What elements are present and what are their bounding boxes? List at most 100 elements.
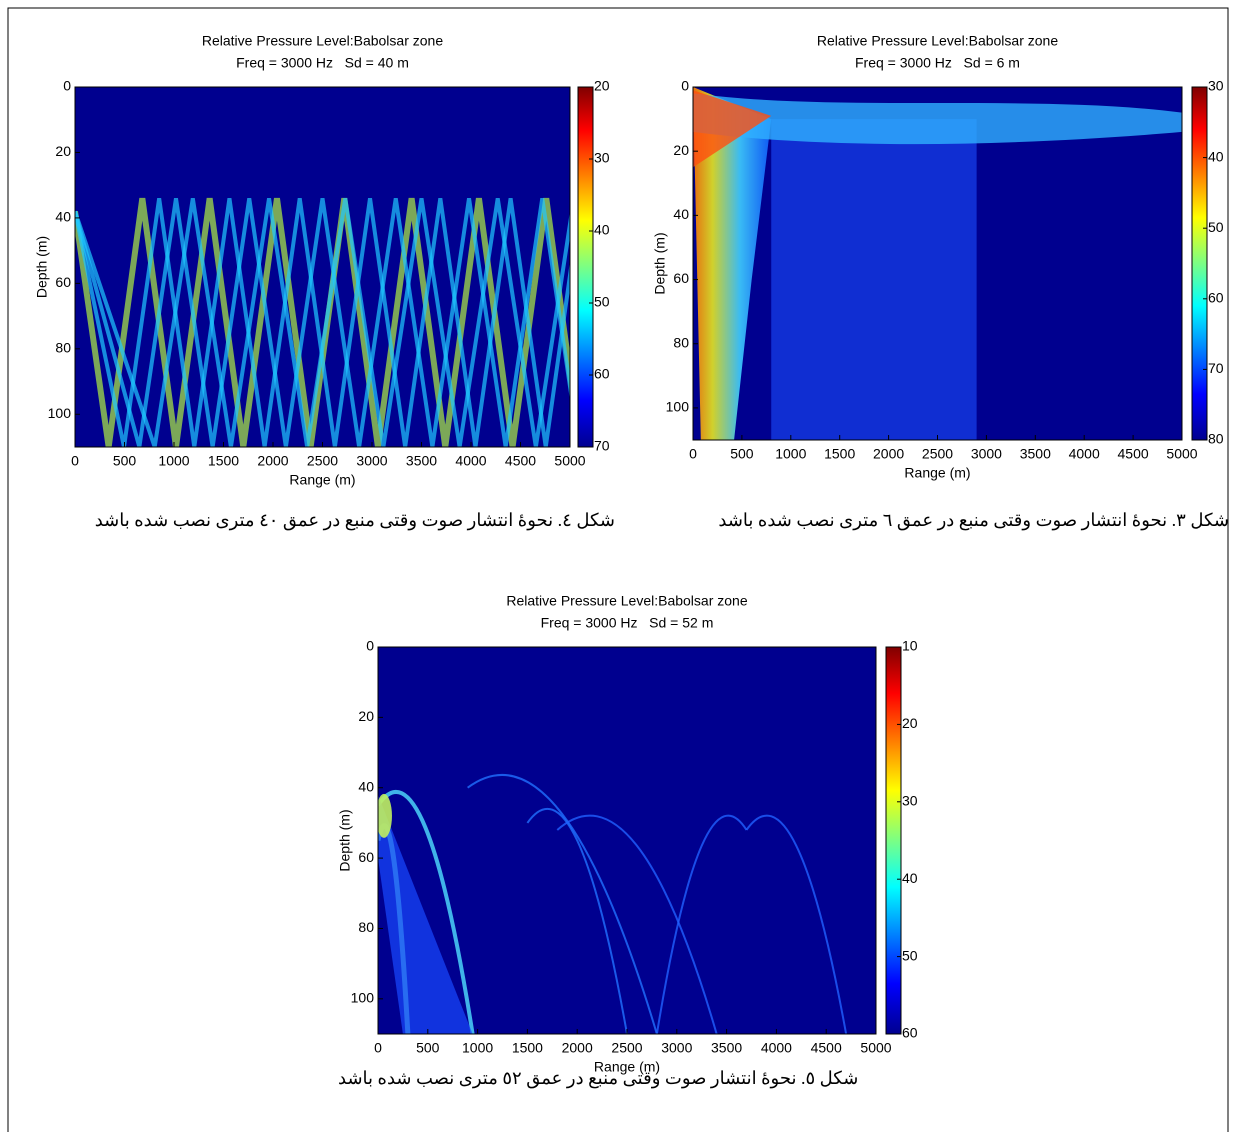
y-tick-label: 100 xyxy=(48,405,72,421)
y-tick-label: 0 xyxy=(366,638,374,654)
colorbar-tick-label: 60 xyxy=(902,1025,918,1041)
figure-subtitle: Freq = 3000 Hz Sd = 40 m xyxy=(236,55,409,71)
x-tick-label: 3000 xyxy=(356,453,387,469)
y-tick-label: 60 xyxy=(358,849,374,865)
x-tick-label: 4000 xyxy=(455,453,486,469)
ray xyxy=(75,197,570,447)
colorbar-tick-label: 30 xyxy=(1208,78,1224,94)
colorbar-tick-label: 30 xyxy=(594,150,610,166)
colorbar-tick-label: 60 xyxy=(594,366,610,382)
x-tick-label: 1500 xyxy=(208,453,239,469)
x-tick-label: 500 xyxy=(730,446,754,462)
field-image xyxy=(693,87,1182,440)
colorbar-tick-label: 20 xyxy=(902,715,918,731)
surface-hot xyxy=(693,90,772,168)
x-tick-label: 4000 xyxy=(761,1040,792,1056)
y-tick-label: 40 xyxy=(55,209,71,225)
x-tick-label: 2000 xyxy=(873,446,904,462)
colorbar-tick-label: 50 xyxy=(1208,219,1224,235)
x-tick-label: 4500 xyxy=(811,1040,842,1056)
y-axis-label: Depth (m) xyxy=(652,232,668,294)
page-border xyxy=(7,7,1229,1132)
x-tick-label: 0 xyxy=(71,453,79,469)
x-tick-label: 0 xyxy=(374,1040,382,1056)
figure-title: Relative Pressure Level:Babolsar zone xyxy=(506,593,747,609)
ray xyxy=(526,807,628,1034)
ray xyxy=(75,197,570,447)
caption: شکل ٥. نحوهٔ انتشار صوت وقتی منبع در عمق… xyxy=(338,1068,859,1088)
y-tick-label: 100 xyxy=(666,399,690,415)
y-tick-label: 0 xyxy=(63,78,71,94)
figure-subtitle: Freq = 3000 Hz Sd = 6 m xyxy=(855,55,1020,71)
y-tick-label: 40 xyxy=(358,778,374,794)
ray xyxy=(75,197,570,447)
colorbar-tick-label: 70 xyxy=(1208,360,1224,376)
x-tick-label: 2500 xyxy=(307,453,338,469)
y-tick-label: 20 xyxy=(55,143,71,159)
y-axis-label: Depth (m) xyxy=(34,236,50,298)
x-tick-label: 4000 xyxy=(1069,446,1100,462)
caption: شکل ٣. نحوهٔ انتشار صوت وقتی منبع در عمق… xyxy=(718,510,1229,530)
x-tick-label: 2000 xyxy=(257,453,288,469)
mid-field xyxy=(771,119,977,440)
surface-duct xyxy=(693,93,1182,145)
figure-subtitle: Freq = 3000 Hz Sd = 52 m xyxy=(541,615,714,631)
y-tick-label: 80 xyxy=(358,919,374,935)
figure-title: Relative Pressure Level:Babolsar zone xyxy=(817,33,1058,49)
x-axis-label: Range (m) xyxy=(594,1059,660,1075)
y-tick-label: 0 xyxy=(681,78,689,94)
x-tick-label: 3500 xyxy=(1020,446,1051,462)
ray xyxy=(655,814,748,1034)
y-tick-label: 40 xyxy=(673,206,689,222)
colorbar-tick-label: 50 xyxy=(902,947,918,963)
x-tick-label: 1500 xyxy=(512,1040,543,1056)
x-tick-label: 2500 xyxy=(922,446,953,462)
x-tick-label: 1500 xyxy=(824,446,855,462)
source xyxy=(378,793,392,838)
colorbar xyxy=(885,646,902,1035)
colorbar xyxy=(1191,86,1208,441)
y-tick-label: 100 xyxy=(351,990,375,1006)
figure-title: Relative Pressure Level:Babolsar zone xyxy=(202,33,443,49)
x-tick-label: 1000 xyxy=(158,453,189,469)
field-image xyxy=(75,197,570,447)
colorbar-tick-label: 80 xyxy=(1208,431,1224,447)
y-axis-label: Depth (m) xyxy=(337,809,353,871)
ray xyxy=(745,814,848,1034)
field-image xyxy=(378,773,848,1034)
x-tick-label: 4500 xyxy=(505,453,536,469)
x-tick-label: 500 xyxy=(416,1040,440,1056)
x-tick-label: 1000 xyxy=(462,1040,493,1056)
y-tick-label: 20 xyxy=(358,708,374,724)
x-tick-label: 3000 xyxy=(971,446,1002,462)
x-tick-label: 5000 xyxy=(554,453,585,469)
x-tick-label: 2000 xyxy=(562,1040,593,1056)
colorbar-tick-label: 30 xyxy=(902,793,918,809)
colorbar-tick-label: 50 xyxy=(594,294,610,310)
y-tick-label: 60 xyxy=(673,270,689,286)
ray xyxy=(556,814,718,1034)
x-axis-label: Range (m) xyxy=(289,472,355,488)
colorbar xyxy=(577,86,594,448)
plot-background xyxy=(378,647,876,1034)
x-tick-label: 0 xyxy=(689,446,697,462)
ray xyxy=(378,790,475,1034)
x-tick-label: 4500 xyxy=(1118,446,1149,462)
colorbar-tick-label: 10 xyxy=(902,638,918,654)
colorbar-tick-label: 40 xyxy=(902,870,918,886)
y-tick-label: 80 xyxy=(673,334,689,350)
x-tick-label: 2500 xyxy=(611,1040,642,1056)
y-tick-label: 20 xyxy=(673,142,689,158)
colorbar-tick-label: 40 xyxy=(594,222,610,238)
y-tick-label: 60 xyxy=(55,274,71,290)
ray xyxy=(467,773,658,1034)
x-tick-label: 3500 xyxy=(711,1040,742,1056)
colorbar-tick-label: 60 xyxy=(1208,290,1224,306)
x-tick-label: 500 xyxy=(113,453,137,469)
x-tick-label: 1000 xyxy=(775,446,806,462)
caption: شکل ٤. نحوهٔ انتشار صوت وقتی منبع در عمق… xyxy=(94,510,615,530)
x-tick-label: 5000 xyxy=(1166,446,1197,462)
colorbar-tick-label: 20 xyxy=(594,78,610,94)
